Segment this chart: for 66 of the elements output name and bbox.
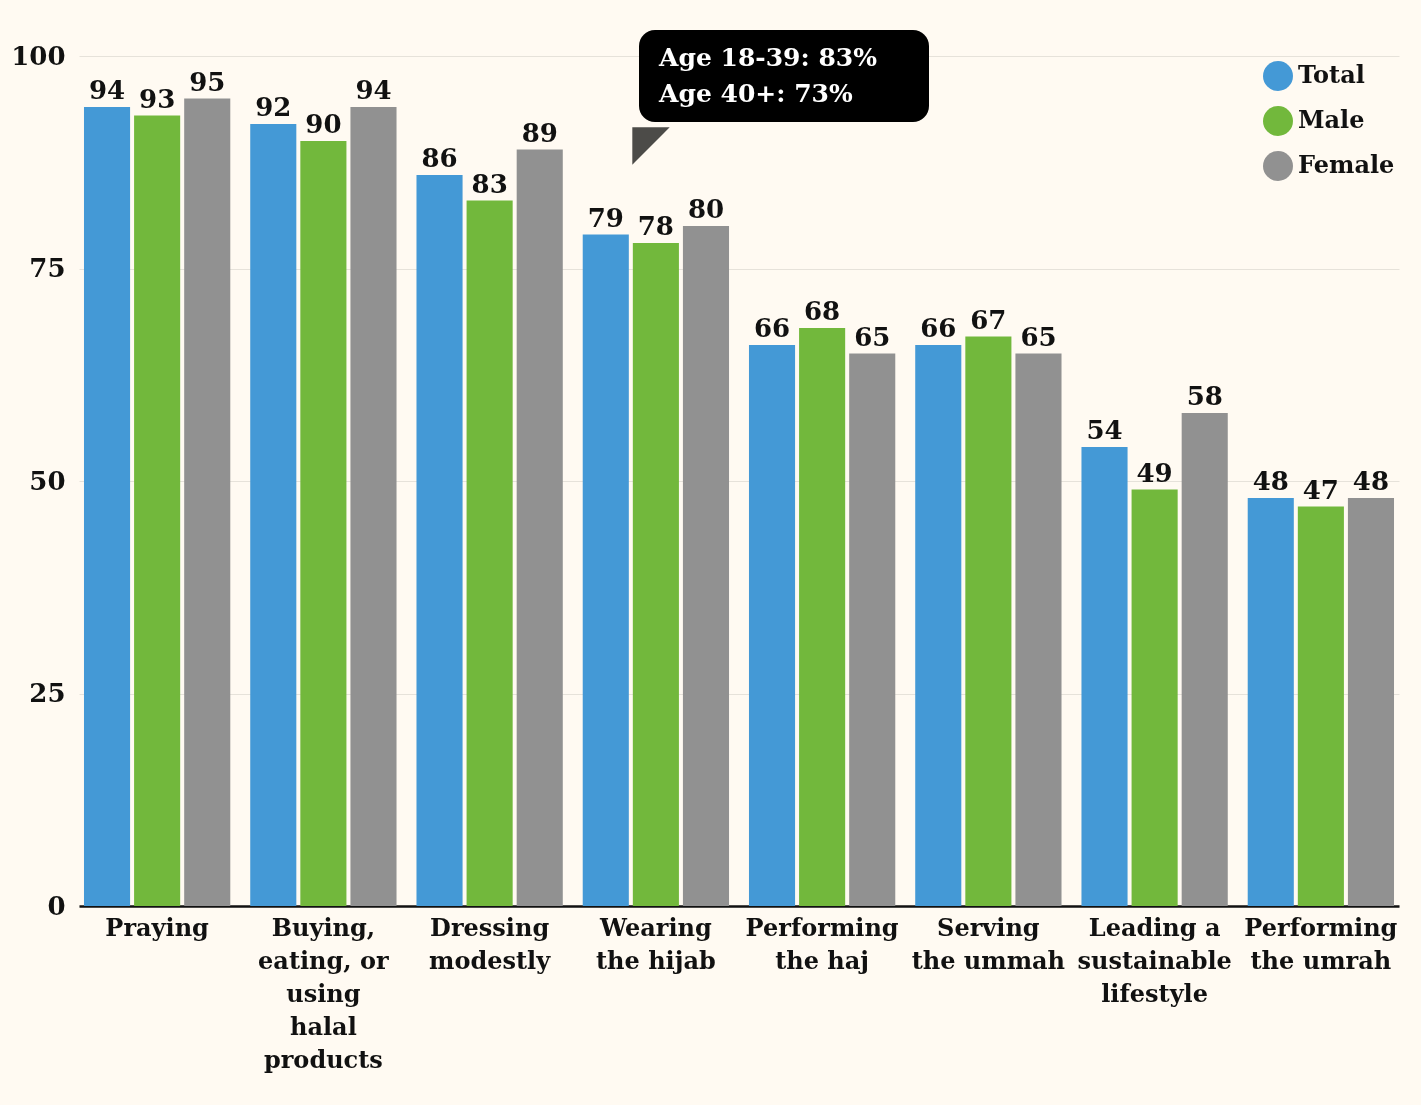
- data-label: 86: [421, 143, 458, 173]
- data-label: 89: [521, 117, 558, 148]
- x-tick-label: Wearing the hijab: [596, 912, 716, 975]
- bar: [799, 328, 846, 906]
- data-label: 47: [1302, 474, 1339, 505]
- y-tick-label: 25: [29, 678, 66, 708]
- data-label: 80: [687, 194, 725, 224]
- data-label: 90: [305, 109, 342, 139]
- legend-label: Female: [1298, 150, 1395, 179]
- data-label: 48: [1252, 466, 1289, 496]
- bar: [83, 107, 131, 906]
- data-label: 67: [970, 304, 1007, 335]
- data-label: 66: [753, 313, 791, 343]
- bar: [300, 141, 347, 906]
- annotation: Age 18-39: 83%: [658, 43, 878, 72]
- bar: [1347, 498, 1395, 906]
- bar: [632, 243, 679, 906]
- data-label: 65: [854, 321, 891, 352]
- x-tick-label: Performing the haj: [745, 912, 899, 975]
- data-label: 92: [255, 92, 292, 122]
- data-label: 49: [1136, 457, 1173, 488]
- x-tick-label: Serving the ummah: [911, 912, 1066, 975]
- bar: [1247, 498, 1294, 906]
- data-label: 66: [920, 313, 957, 343]
- y-tick-label: 0: [47, 890, 66, 921]
- bar: [582, 234, 629, 906]
- annotation: Age 40+: 73%: [658, 79, 853, 108]
- data-label: 79: [587, 202, 624, 233]
- data-label: 83: [471, 168, 508, 199]
- bar: [134, 115, 181, 906]
- bar: [849, 353, 896, 906]
- y-tick-label: 50: [29, 465, 66, 496]
- y-tick-label: 75: [29, 253, 66, 283]
- bar: [516, 149, 563, 906]
- x-tick-label: Buying, eating, or using halal products: [258, 912, 390, 1074]
- data-label: 54: [1086, 415, 1123, 445]
- data-label: 48: [1352, 466, 1390, 496]
- data-label: 94: [355, 75, 392, 105]
- bar: [1131, 489, 1178, 906]
- data-label: 78: [637, 211, 674, 241]
- bar: [184, 98, 231, 906]
- legend-label: Male: [1298, 105, 1365, 134]
- bar: [416, 175, 463, 906]
- data-label: 65: [1020, 321, 1057, 352]
- bar: [1181, 413, 1228, 906]
- bar: [1297, 506, 1344, 906]
- bar: [1081, 447, 1128, 906]
- bar: [965, 336, 1012, 906]
- bar: [466, 200, 513, 906]
- x-tick-label: Leading a sustainable lifestyle: [1077, 912, 1232, 1008]
- bar: [1015, 353, 1062, 906]
- bar: [915, 345, 962, 906]
- data-label: 94: [88, 75, 126, 105]
- x-tick-label: Performing the umrah: [1244, 912, 1398, 975]
- data-label: 93: [139, 83, 176, 114]
- bar: [748, 345, 796, 906]
- bar: [250, 124, 297, 906]
- bar: [682, 226, 730, 906]
- data-label: 95: [189, 66, 226, 97]
- x-tick-label: Praying: [105, 912, 210, 942]
- data-label: 58: [1186, 381, 1223, 411]
- legend-label: Total: [1298, 60, 1365, 89]
- data-label: 68: [804, 296, 841, 326]
- x-tick-label: Dressing modestly: [429, 912, 552, 975]
- bar: [350, 107, 397, 906]
- y-tick-label: 100: [11, 40, 66, 71]
